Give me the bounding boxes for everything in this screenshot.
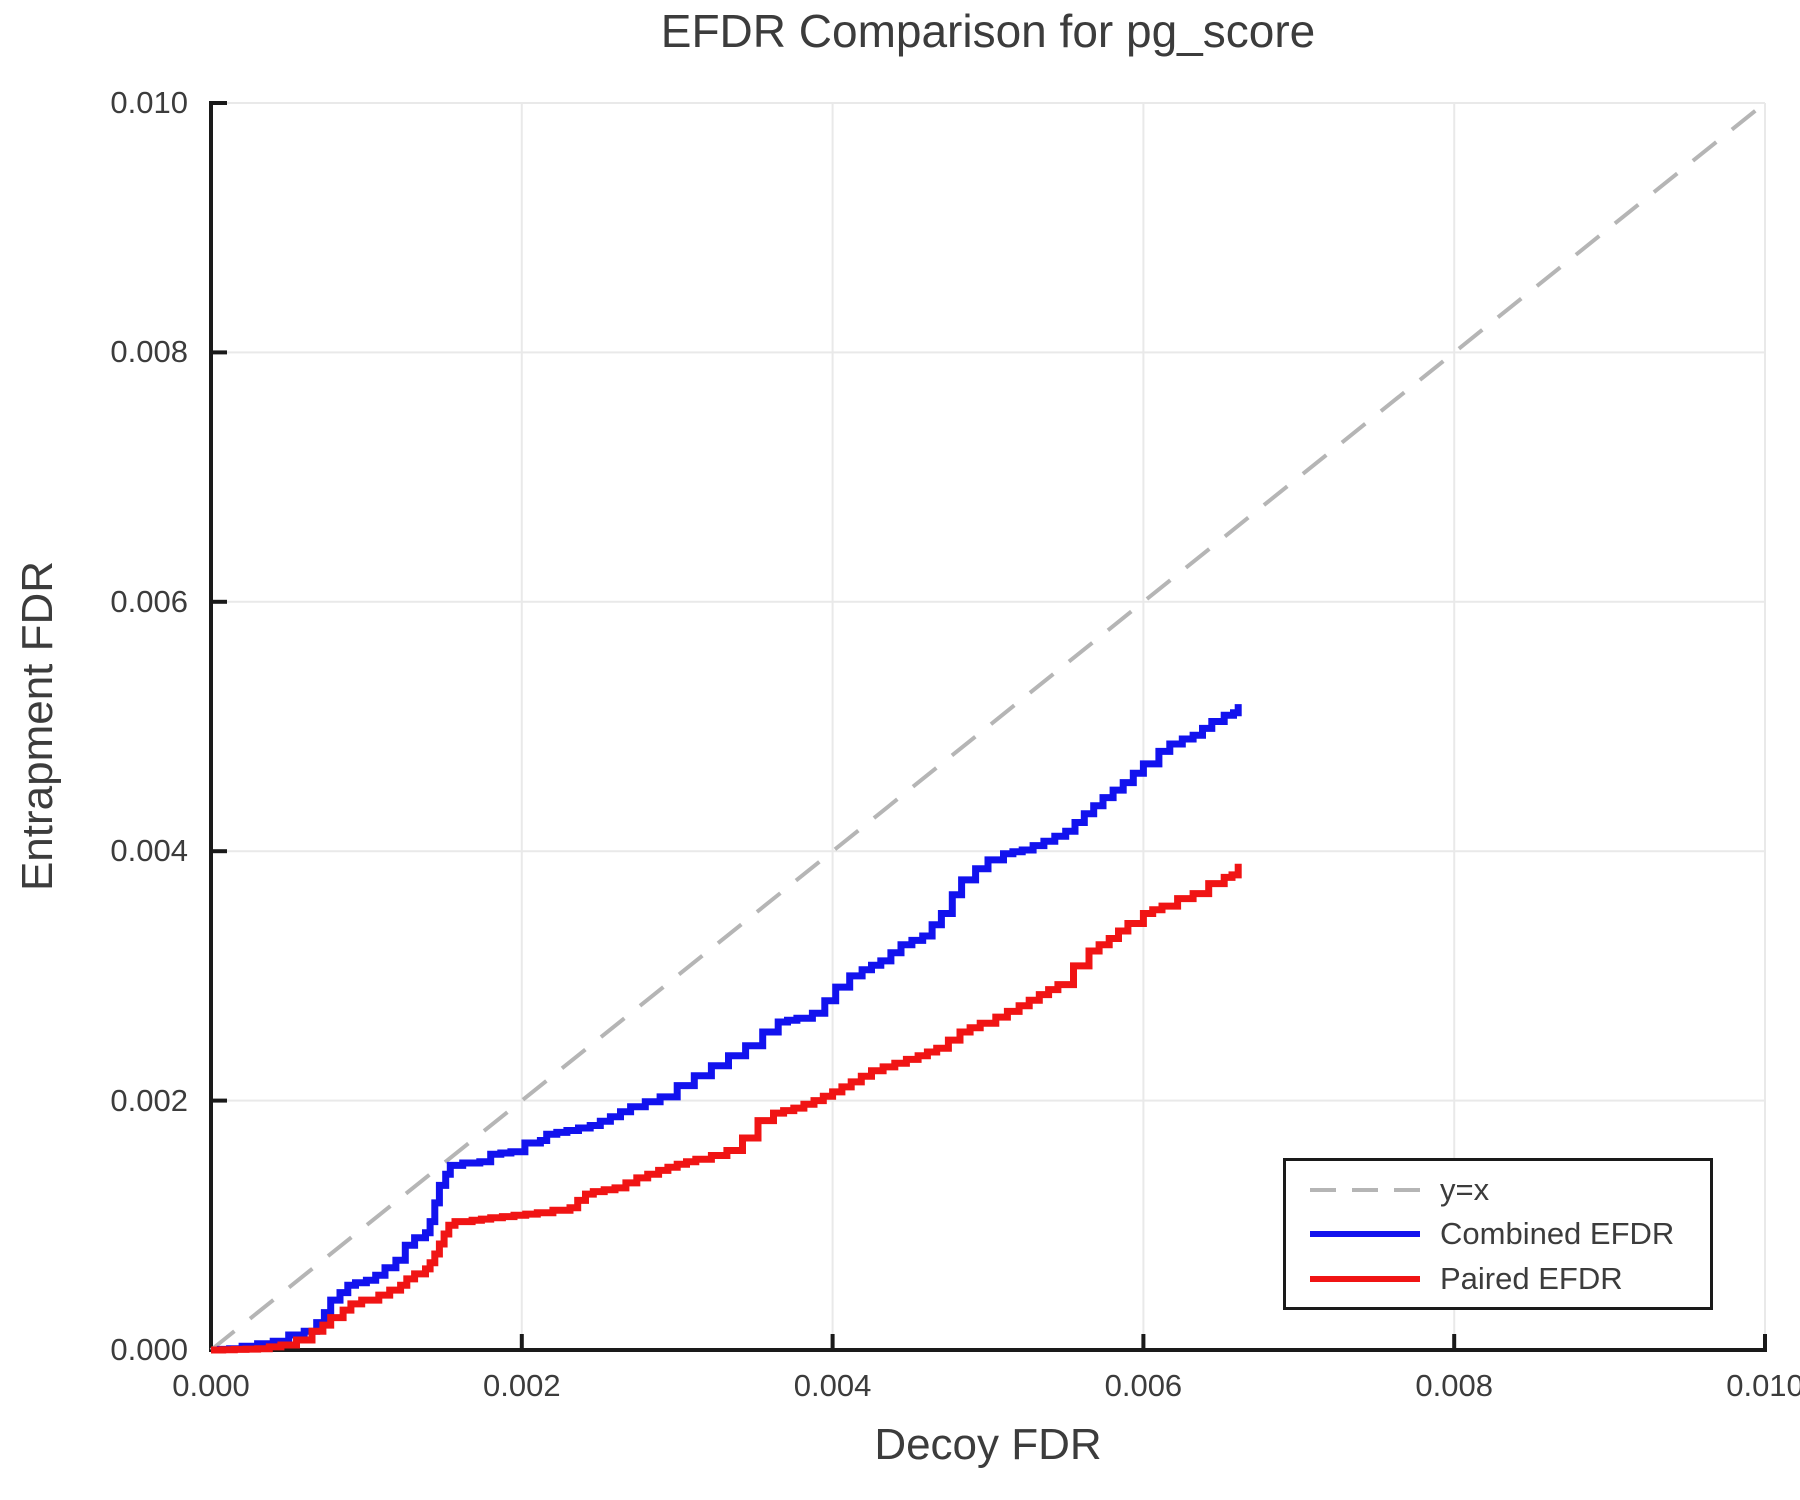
paired-efdr-line xyxy=(211,863,1242,1354)
legend-row: y=x xyxy=(1306,1170,1710,1210)
legend-line-icon xyxy=(1310,1275,1420,1282)
legend-label: Combined EFDR xyxy=(1440,1216,1675,1251)
x-tick-label: 0.008 xyxy=(1415,1368,1493,1403)
y-tick-label: 0.010 xyxy=(110,85,188,120)
legend-label: y=x xyxy=(1440,1171,1490,1207)
x-axis-label: Decoy FDR xyxy=(874,1420,1102,1469)
x-tick-label: 0.002 xyxy=(483,1368,561,1403)
legend-row: Combined EFDR xyxy=(1306,1214,1710,1254)
chart-title: EFDR Comparison for pg_score xyxy=(660,5,1316,57)
combined-efdr-line xyxy=(211,704,1242,1354)
y-tick-label: 0.006 xyxy=(110,583,188,619)
x-tick-label: 0.000 xyxy=(172,1368,250,1403)
x-tick-label: 0.010 xyxy=(1726,1368,1800,1403)
identity-line xyxy=(209,101,1767,1352)
y-axis-label: Entrapment FDR xyxy=(13,560,62,892)
legend: y=x Combined EFDR Paired EFDR xyxy=(1283,1158,1713,1310)
y-tick-label: 0.002 xyxy=(110,1082,188,1118)
legend-row: Paired EFDR xyxy=(1306,1259,1710,1299)
y-tick-label: 0.000 xyxy=(110,1332,188,1367)
legend-line-icon xyxy=(1310,1231,1420,1237)
y-tick-label: 0.008 xyxy=(110,334,188,370)
x-tick-label: 0.004 xyxy=(793,1368,872,1403)
legend-dashed-line-icon xyxy=(1310,1187,1420,1192)
legend-label: Paired EFDR xyxy=(1440,1260,1623,1296)
x-tick-label: 0.006 xyxy=(1104,1368,1183,1403)
y-tick-label: 0.004 xyxy=(110,833,188,869)
